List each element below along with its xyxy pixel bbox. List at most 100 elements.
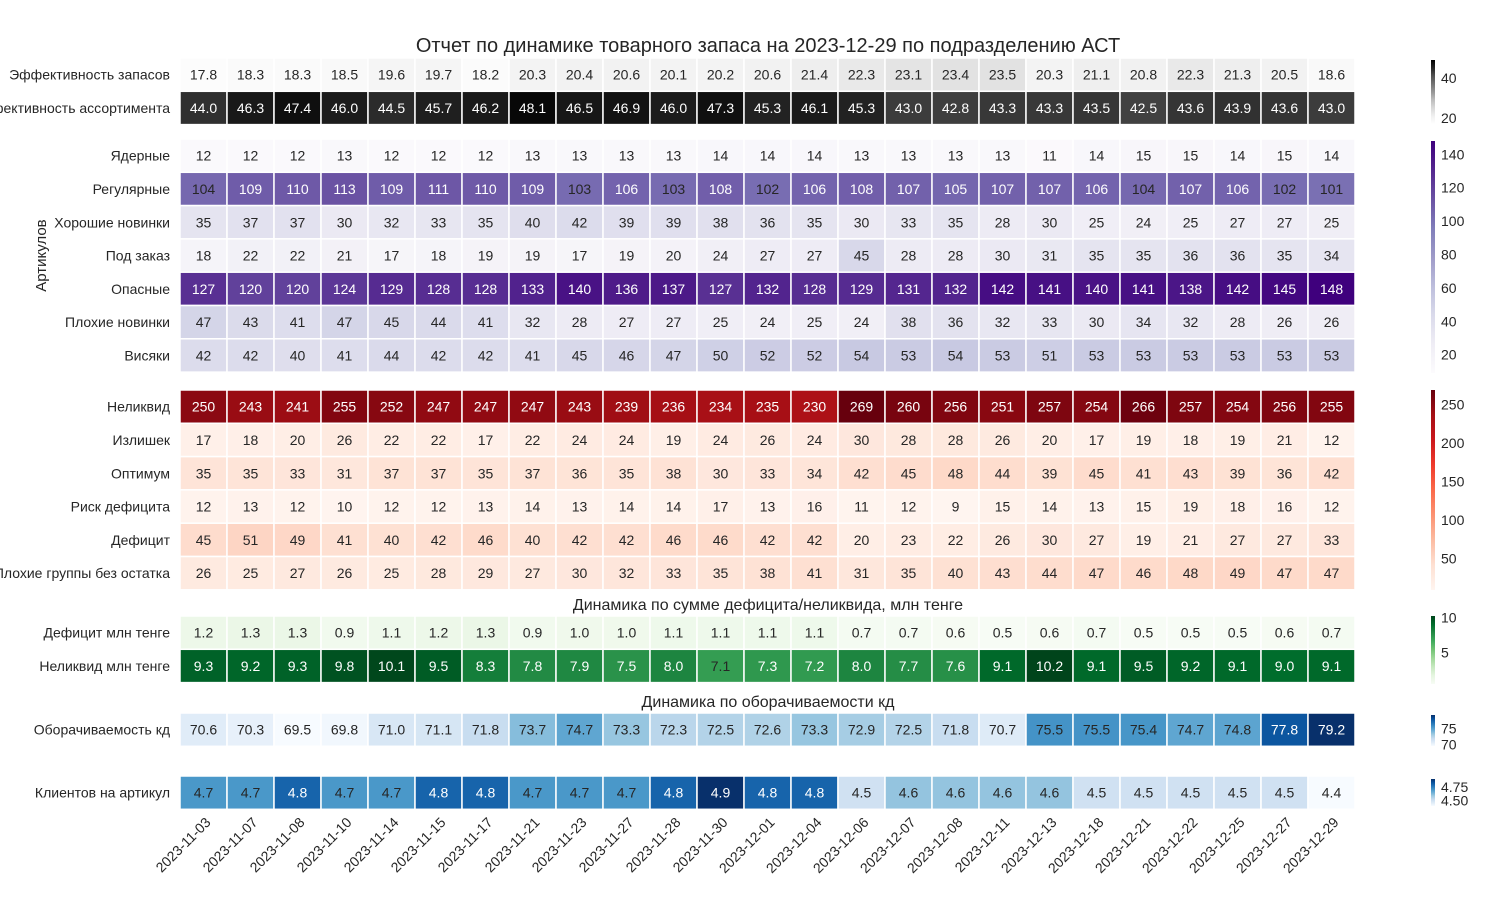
cell-value-label: 14 (1042, 499, 1058, 515)
heatmap-cell (1260, 522, 1309, 558)
cell-value-label: 8.0 (852, 658, 872, 674)
cell-value-label: 11 (1042, 148, 1057, 164)
row-label: Хорошие новинки (54, 214, 170, 230)
row-label: Регулярные (93, 181, 171, 197)
cell-value-label: 10 (337, 499, 353, 515)
cell-value-label: 1.0 (617, 625, 637, 641)
cell-value-label: 15 (1136, 499, 1152, 515)
cell-value-label: 32 (619, 565, 635, 581)
heatmap-cell (1307, 615, 1356, 651)
heatmap-cell (273, 238, 322, 273)
cell-value-label: 21 (1183, 532, 1199, 548)
cell-value-label: 18.3 (237, 67, 264, 83)
cell-value-label: 230 (803, 399, 827, 415)
cell-value-label: 46 (1136, 565, 1152, 581)
heatmap-cell (273, 648, 322, 684)
heatmap-cell (367, 389, 416, 425)
cell-value-label: 0.7 (1322, 625, 1342, 641)
cell-value-label: 35 (478, 465, 494, 481)
colorbar-groups: 50 100 150 200 250 (1431, 390, 1465, 590)
heatmap-cell (649, 389, 698, 425)
cell-value-label: 20.1 (660, 67, 687, 83)
heatmap-cell (743, 712, 792, 748)
heatmap-cell (367, 775, 416, 811)
row-label: Излишек (113, 432, 171, 448)
cell-value-label: 27 (1230, 214, 1246, 230)
cell-value-label: 15 (1183, 148, 1199, 164)
heatmap-cell (414, 615, 463, 651)
cell-value-label: 13 (572, 499, 588, 515)
cell-value-label: 4.8 (476, 785, 496, 801)
cell-value-label: 38 (666, 465, 682, 481)
heatmap-cell (1260, 304, 1309, 340)
cell-value-label: 128 (803, 281, 827, 297)
cell-value-label: 35 (713, 565, 729, 581)
cell-value-label: 35 (196, 465, 212, 481)
cell-value-label: 1.1 (758, 625, 778, 641)
colorbar-tick-label: 4.75 (1441, 779, 1468, 795)
cell-value-label: 13 (666, 148, 682, 164)
cell-value-label: 30 (854, 432, 870, 448)
cell-value-label: 13 (901, 148, 917, 164)
cell-value-label: 43.6 (1271, 100, 1298, 116)
heatmap-cell (931, 238, 980, 273)
colorbar-money: 5 10 (1431, 609, 1457, 684)
heatmap-cell (1166, 389, 1215, 425)
heatmap-cell (743, 775, 792, 811)
colorbar-tick-label: 100 (1441, 512, 1465, 528)
cell-value-label: 28 (431, 565, 447, 581)
heatmap-cell (273, 775, 322, 811)
cell-value-label: 23.1 (895, 67, 922, 83)
x-axis: 2023-11-032023-11-072023-11-082023-11-10… (152, 814, 1341, 876)
cell-value-label: 37 (525, 465, 541, 481)
cell-value-label: 0.5 (1181, 625, 1201, 641)
cell-value-label: 72.5 (707, 722, 734, 738)
heatmap-cell (743, 422, 792, 458)
cell-value-label: 0.9 (335, 625, 355, 641)
cell-value-label: 35 (807, 214, 823, 230)
cell-value-label: 109 (239, 181, 263, 197)
heatmap-cell (884, 204, 933, 240)
cell-value-label: 69.8 (331, 722, 358, 738)
heatmap-cell (602, 171, 651, 207)
cell-value-label: 30 (854, 214, 870, 230)
colorbar-tick-label: 5 (1441, 644, 1449, 660)
cell-value-label: 45.3 (848, 100, 875, 116)
heatmap-cell (696, 90, 745, 126)
cell-value-label: 32 (995, 314, 1011, 330)
cell-value-label: 22 (384, 432, 400, 448)
heatmap-cell (367, 712, 416, 748)
cell-value-label: 54 (948, 347, 964, 363)
block-efficiency: Эффективность запасов 17.8 18.3 18.3 18.5 19.… (0, 57, 1356, 126)
cell-value-label: 42 (854, 465, 870, 481)
cell-value-label: 46.0 (331, 100, 358, 116)
cell-value-label: 37 (384, 465, 400, 481)
cell-value-label: 45 (384, 314, 400, 330)
cell-value-label: 35 (619, 465, 635, 481)
cell-value-label: 26 (1324, 314, 1340, 330)
cell-value-label: 21.4 (801, 67, 828, 83)
cell-value-label: 49 (1230, 565, 1246, 581)
heatmap-cell (179, 775, 228, 811)
cell-value-label: 4.6 (1040, 785, 1060, 801)
cell-value-label: 24 (713, 248, 729, 264)
heatmap-cell (837, 775, 886, 811)
heatmap-cell (508, 522, 557, 558)
cell-value-label: 28 (572, 314, 588, 330)
cell-value-label: 41 (1136, 465, 1152, 481)
row-label: Дефицит (111, 532, 170, 548)
cell-value-label: 47 (1089, 565, 1105, 581)
cell-value-label: 44 (431, 314, 447, 330)
cell-value-label: 0.5 (1228, 625, 1248, 641)
heatmap-cell (1307, 204, 1356, 240)
heatmap-cell (1119, 615, 1168, 651)
cell-value-label: 17 (713, 499, 729, 515)
cell-value-label: 1.3 (288, 625, 308, 641)
cell-value-label: 138 (1179, 281, 1203, 297)
cell-value-label: 42 (431, 532, 447, 548)
heatmap-cell (884, 775, 933, 811)
cell-value-label: 44 (1042, 565, 1058, 581)
heatmap-cell (1213, 238, 1262, 273)
cell-value-label: 44.5 (378, 100, 405, 116)
cell-value-label: 127 (709, 281, 733, 297)
